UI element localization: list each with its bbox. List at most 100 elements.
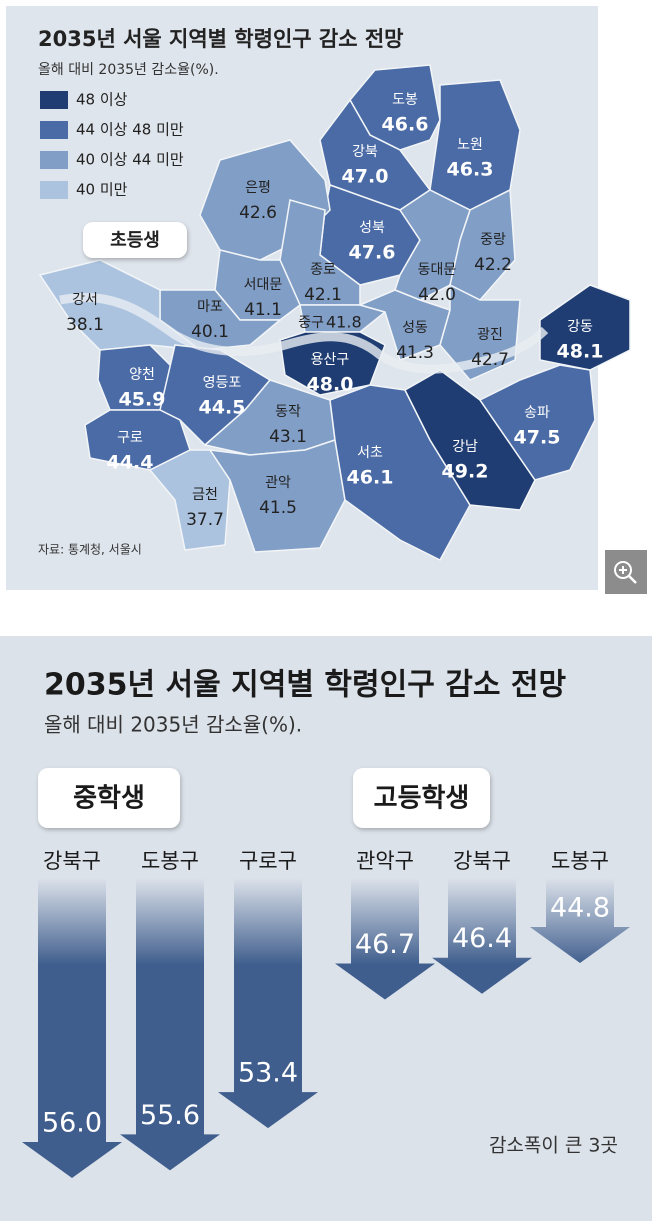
han-river xyxy=(59,292,549,374)
map-subtitle: 올해 대비 2035년 감소율(%). xyxy=(38,62,219,78)
arrow-value: 46.4 xyxy=(452,923,512,954)
arrow-label: 강북구 xyxy=(43,849,101,873)
district-value: 44.4 xyxy=(107,452,154,474)
district-name: 노원 xyxy=(457,137,483,153)
district-name: 서대문 xyxy=(244,277,283,293)
district-name: 용산구 xyxy=(311,352,350,368)
district xyxy=(539,284,631,371)
arrow-value: 46.7 xyxy=(355,929,415,960)
map-title: 2035년 서울 지역별 학령인구 감소 전망 xyxy=(38,27,403,51)
district-value: 46.3 xyxy=(447,159,494,181)
district-name: 은평 xyxy=(245,180,271,196)
arrow-value: 55.6 xyxy=(140,1100,200,1131)
district-value: 38.1 xyxy=(66,315,104,335)
source: 자료: 통계청, 서울시 xyxy=(38,543,142,557)
arrow-value: 44.8 xyxy=(550,893,610,924)
district-value: 40.1 xyxy=(191,322,229,342)
district-name: 마포 xyxy=(197,299,223,315)
district-value: 46.1 xyxy=(347,467,394,489)
district-value: 47.5 xyxy=(514,427,561,449)
arrow-label: 도봉구 xyxy=(141,849,199,873)
district-name: 서초 xyxy=(357,445,383,461)
district-value: 41.1 xyxy=(244,300,282,320)
arrow-value: 56.0 xyxy=(42,1108,102,1139)
district xyxy=(84,409,191,471)
district-value: 42.6 xyxy=(239,203,277,223)
district-name: 광진 xyxy=(477,327,503,343)
arrow-label: 구로구 xyxy=(239,849,297,873)
district-value: 49.2 xyxy=(442,461,489,483)
zoom-button-bg[interactable] xyxy=(605,550,647,594)
district xyxy=(404,369,536,511)
note: 감소폭이 큰 3곳 xyxy=(489,1135,618,1157)
map-labels: 도봉 46.6 노원 46.3 강북 47.0 성북 47.6 중랑 42.2 동대문 42.0 은평 4… xyxy=(66,92,603,530)
district xyxy=(279,331,386,396)
district xyxy=(148,449,231,551)
legend-swatch xyxy=(40,181,68,199)
district-value: 41.8 xyxy=(326,313,362,332)
district-name: 동대문 xyxy=(418,262,457,278)
district-value: 48.0 xyxy=(307,374,354,396)
district-value: 42.7 xyxy=(471,350,509,370)
badge xyxy=(83,222,187,258)
district-name: 중구 xyxy=(298,315,324,331)
legend-label: 40 이상 44 미만 xyxy=(76,151,184,169)
district-value: 47.6 xyxy=(349,242,396,264)
district-value: 41.3 xyxy=(396,343,434,363)
district-value: 46.6 xyxy=(382,114,429,136)
arrow-label: 강북구 xyxy=(453,849,511,873)
district xyxy=(299,304,387,333)
badge xyxy=(353,768,490,828)
district-name: 성북 xyxy=(359,220,385,236)
arrow xyxy=(22,878,122,1179)
arrow-label: 관악구 xyxy=(356,849,414,873)
district-name: 강서 xyxy=(72,292,98,308)
district-value: 42.2 xyxy=(474,255,512,275)
legend-label: 48 이상 xyxy=(76,91,128,109)
district-name: 동작 xyxy=(275,404,301,420)
badge xyxy=(38,768,180,828)
arrow xyxy=(120,878,220,1171)
district-name: 강북 xyxy=(352,144,378,160)
legend-label: 40 미만 xyxy=(76,181,128,199)
arrow xyxy=(530,878,630,963)
district-value: 43.1 xyxy=(269,427,307,447)
district xyxy=(329,384,471,561)
district-value: 37.7 xyxy=(186,510,224,530)
district-name: 중랑 xyxy=(480,232,506,248)
district-value: 44.5 xyxy=(199,397,246,419)
district-name: 도봉 xyxy=(392,92,418,108)
chart-subtitle: 올해 대비 2035년 감소율(%). xyxy=(44,713,302,737)
arrow xyxy=(432,878,532,994)
district-name: 영등포 xyxy=(203,375,242,391)
badge-label: 초등생 xyxy=(110,230,160,251)
district-name: 금천 xyxy=(192,487,218,503)
legend: 48 이상 44 이상 48 미만 40 이상 44 미만 40 미만 xyxy=(40,91,184,199)
district-name: 관악 xyxy=(265,475,291,491)
district-name: 양천 xyxy=(129,367,155,383)
arrow-value: 53.4 xyxy=(238,1058,298,1089)
zoom-button[interactable] xyxy=(605,550,647,594)
district-value: 42.0 xyxy=(418,285,456,305)
district xyxy=(478,364,596,481)
district-value: 48.1 xyxy=(557,341,604,363)
district-value: 42.1 xyxy=(304,285,342,305)
district-name: 강동 xyxy=(567,319,593,335)
legend-label: 44 이상 48 미만 xyxy=(76,121,184,139)
map xyxy=(38,64,631,561)
arrow-label: 도봉구 xyxy=(551,849,609,873)
district-value: 47.0 xyxy=(342,166,389,188)
district-value: 41.5 xyxy=(259,498,297,518)
chart-title: 2035년 서울 지역별 학령인구 감소 전망 xyxy=(44,668,567,703)
badge-label: 중학생 xyxy=(73,784,145,814)
district-name: 성동 xyxy=(402,320,428,336)
legend-swatch xyxy=(40,91,68,109)
district-name: 강남 xyxy=(452,439,478,455)
district-name: 종로 xyxy=(310,262,336,278)
district-name: 송파 xyxy=(524,405,550,421)
district-name: 구로 xyxy=(117,430,143,446)
district-value: 45.9 xyxy=(119,389,166,411)
arrow xyxy=(335,878,435,1000)
